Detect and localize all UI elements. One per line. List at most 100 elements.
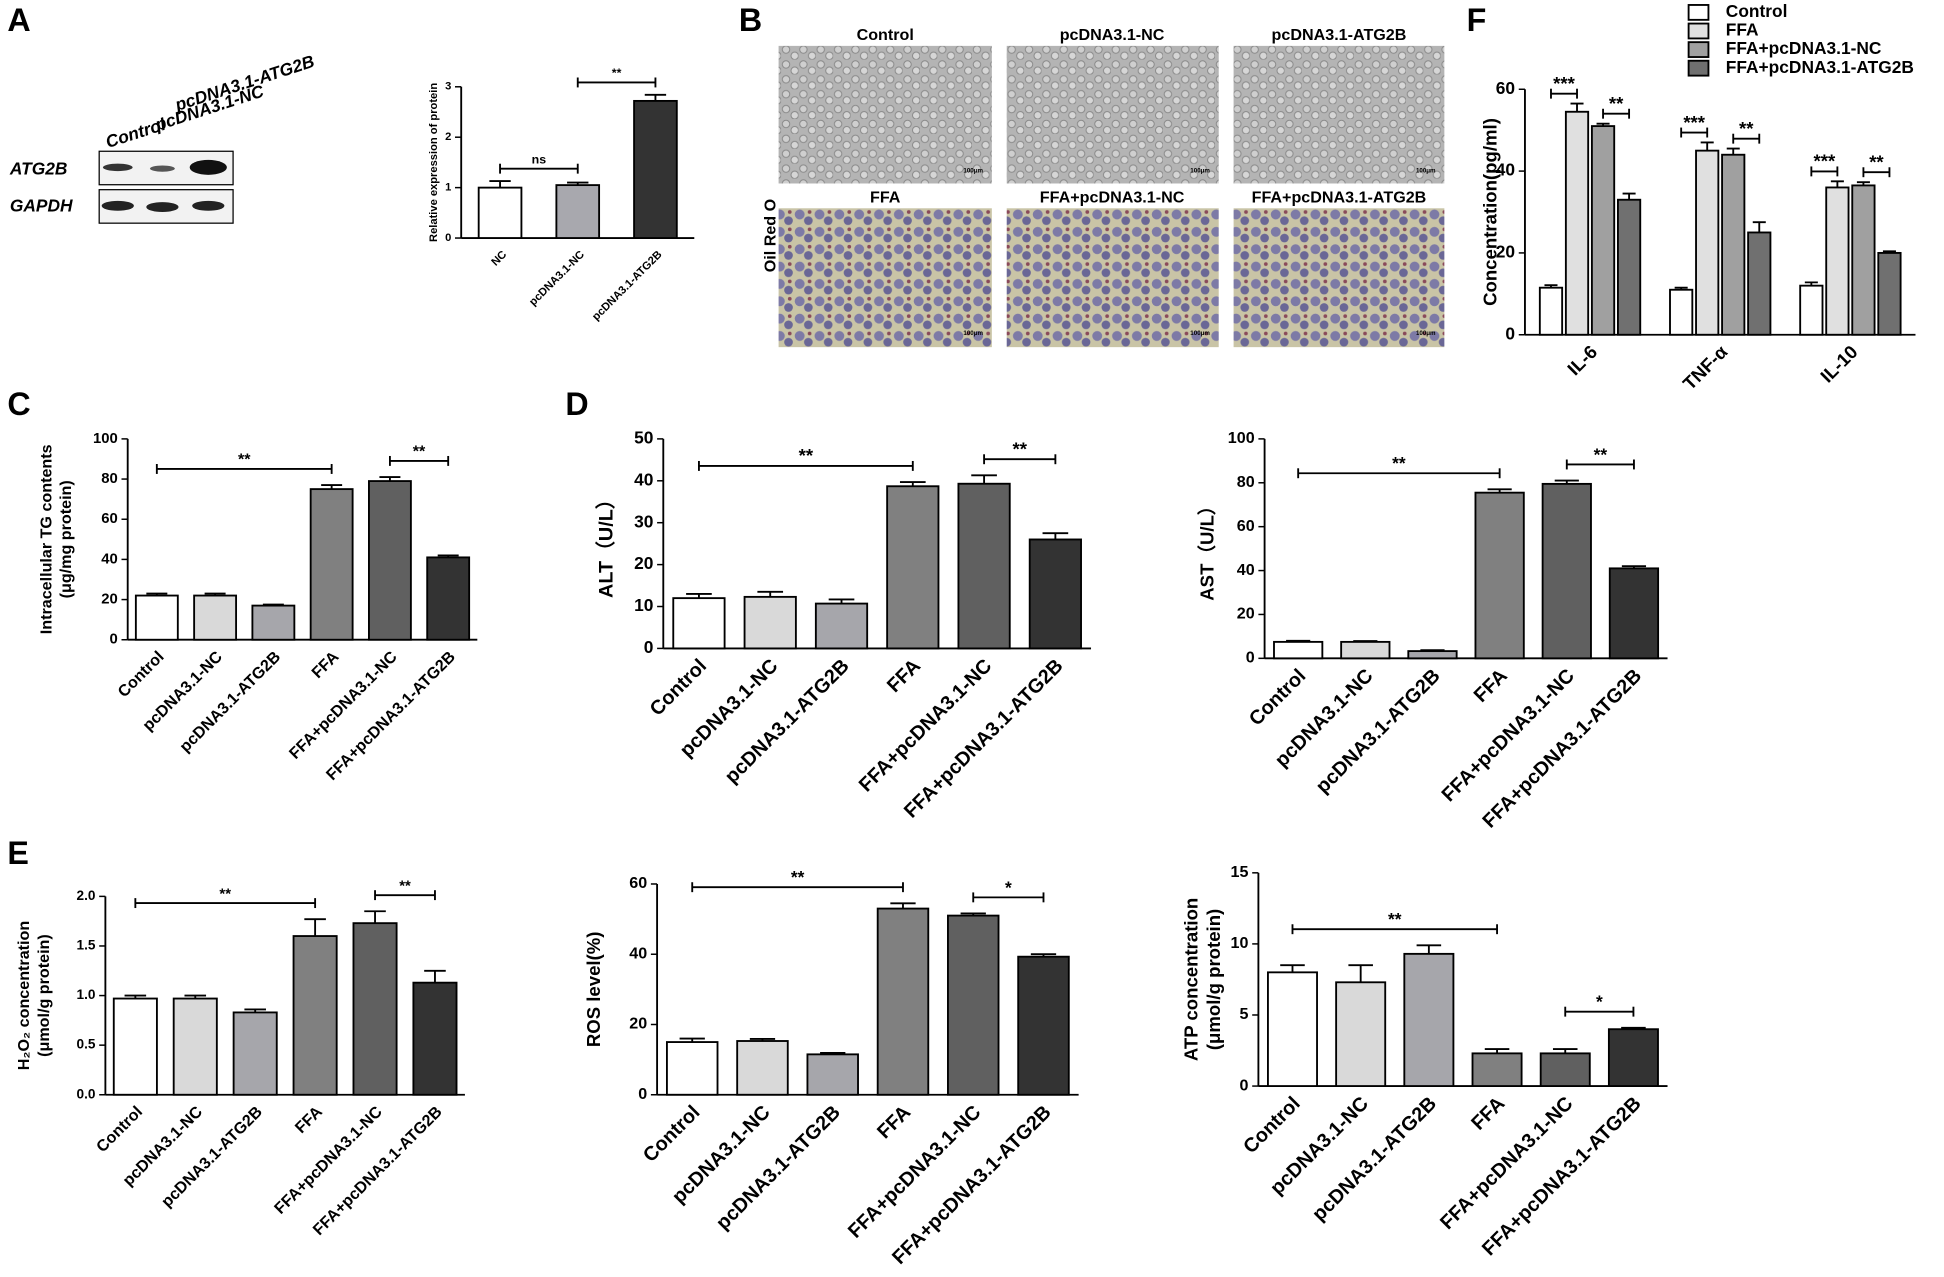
x-tick-label: IL-6 bbox=[1563, 341, 1601, 379]
x-tick-label: TNF-α bbox=[1679, 341, 1732, 394]
error-bar bbox=[262, 603, 284, 606]
error-bar bbox=[820, 1052, 846, 1055]
error-bar bbox=[1674, 286, 1688, 290]
error-bar bbox=[146, 592, 168, 596]
significance-label: ** bbox=[219, 886, 231, 902]
y-tick-label: 2.0 bbox=[77, 888, 96, 903]
x-tick-label: Control bbox=[646, 655, 711, 720]
x-tick-label: FFA bbox=[1467, 1093, 1509, 1135]
y-axis-label: (μg/mg protein) bbox=[57, 480, 75, 598]
y-axis-label: (μmol/g protein) bbox=[35, 934, 53, 1057]
x-tick-label: FFA bbox=[292, 1102, 327, 1137]
y-tick-label: 40 bbox=[101, 551, 118, 567]
y-axis-label: Concentration(pg/ml) bbox=[1479, 118, 1500, 306]
y-tick-label: 20 bbox=[1237, 605, 1255, 623]
error-bar bbox=[379, 476, 401, 482]
error-bar bbox=[1882, 250, 1896, 253]
bar bbox=[352, 922, 398, 1096]
band-label: GAPDH bbox=[10, 196, 73, 216]
bar bbox=[1335, 981, 1387, 1087]
bar bbox=[1721, 153, 1746, 336]
bar bbox=[1877, 251, 1902, 336]
error-bar bbox=[1554, 479, 1579, 484]
error-bar bbox=[1286, 639, 1311, 642]
bar bbox=[1607, 1028, 1659, 1087]
significance-label: * bbox=[1596, 992, 1603, 1012]
bar bbox=[232, 1011, 278, 1096]
bar bbox=[1564, 110, 1590, 336]
significance-label: * bbox=[1005, 877, 1012, 897]
significance-label: ** bbox=[1594, 444, 1608, 464]
x-tick-label: Control bbox=[1245, 665, 1310, 730]
significance-label: ** bbox=[799, 445, 814, 466]
x-tick-label: pcDNA3.1-NC bbox=[527, 249, 587, 309]
y-tick-label: 5 bbox=[1240, 1005, 1249, 1023]
error-bar bbox=[757, 590, 784, 597]
error-bar bbox=[244, 1008, 266, 1013]
bar bbox=[1474, 491, 1525, 660]
bar bbox=[1695, 149, 1720, 336]
legend-label: FFA+pcDNA3.1-NC bbox=[1726, 38, 1882, 58]
bar bbox=[172, 997, 218, 1096]
x-tick-label: pcDNA3.1-ATG2B bbox=[721, 655, 854, 788]
panel-letter: B bbox=[739, 2, 762, 38]
significance-label: ** bbox=[399, 878, 411, 894]
bar bbox=[368, 480, 412, 641]
band-label: ATG2B bbox=[9, 158, 67, 178]
error-bar bbox=[1856, 181, 1870, 186]
bar bbox=[633, 99, 678, 239]
bar bbox=[886, 485, 940, 650]
bar bbox=[412, 981, 458, 1096]
micrograph bbox=[778, 45, 992, 184]
significance-label: ns bbox=[532, 152, 547, 166]
bar bbox=[806, 1053, 859, 1096]
scale-bar-label: 100μm bbox=[1190, 330, 1210, 337]
significance-label: *** bbox=[1814, 151, 1836, 172]
panel-letter: C bbox=[7, 386, 30, 422]
significance-label: ** bbox=[1392, 453, 1406, 473]
error-bar bbox=[686, 593, 712, 599]
bar bbox=[1407, 650, 1458, 660]
bar bbox=[1669, 288, 1694, 336]
error-bar bbox=[1570, 102, 1584, 112]
error-bar bbox=[1042, 532, 1069, 540]
bar bbox=[134, 594, 179, 641]
bar bbox=[665, 1041, 719, 1096]
scale-bar-label: 100μm bbox=[963, 168, 983, 175]
error-bar bbox=[971, 474, 997, 484]
error-bar bbox=[204, 592, 226, 596]
x-tick-label: pcDNA3.1-ATG2B bbox=[1308, 1093, 1441, 1226]
bar bbox=[1851, 184, 1876, 336]
bar bbox=[309, 488, 354, 641]
y-tick-label: 0 bbox=[638, 1085, 647, 1103]
error-bar bbox=[124, 994, 147, 999]
y-tick-label: 0.5 bbox=[77, 1037, 96, 1052]
bar bbox=[1799, 284, 1824, 336]
image-label: FFA bbox=[870, 189, 901, 207]
blot-band bbox=[102, 163, 133, 172]
bar bbox=[672, 597, 726, 650]
y-tick-label: 10 bbox=[634, 595, 653, 615]
y-tick-label: 20 bbox=[101, 591, 118, 607]
micrograph bbox=[1006, 45, 1219, 184]
y-tick-label: 0 bbox=[1246, 649, 1255, 667]
y-tick-label: 40 bbox=[634, 469, 653, 489]
bar bbox=[1590, 125, 1616, 336]
y-tick-label: 0 bbox=[1240, 1076, 1249, 1094]
legend-label: FFA bbox=[1726, 20, 1759, 40]
error-bar bbox=[184, 994, 207, 999]
error-bar bbox=[1030, 953, 1057, 957]
error-bar bbox=[1348, 964, 1373, 983]
significance-label: ** bbox=[1012, 438, 1027, 459]
error-bar bbox=[364, 910, 386, 924]
x-tick-label: pcDNA3.1-ATG2B bbox=[176, 648, 284, 756]
blot-band bbox=[150, 165, 175, 172]
error-bar bbox=[749, 1037, 776, 1042]
bar bbox=[1541, 482, 1592, 660]
scale-bar-label: 100μm bbox=[1190, 168, 1210, 175]
y-tick-label: 60 bbox=[101, 511, 118, 527]
western-blot: Control pcDNA3.1-NC pcDNA3.1-ATG2B ATG2B… bbox=[9, 51, 317, 224]
error-bar bbox=[567, 181, 589, 186]
y-tick-label: 80 bbox=[1237, 473, 1255, 491]
